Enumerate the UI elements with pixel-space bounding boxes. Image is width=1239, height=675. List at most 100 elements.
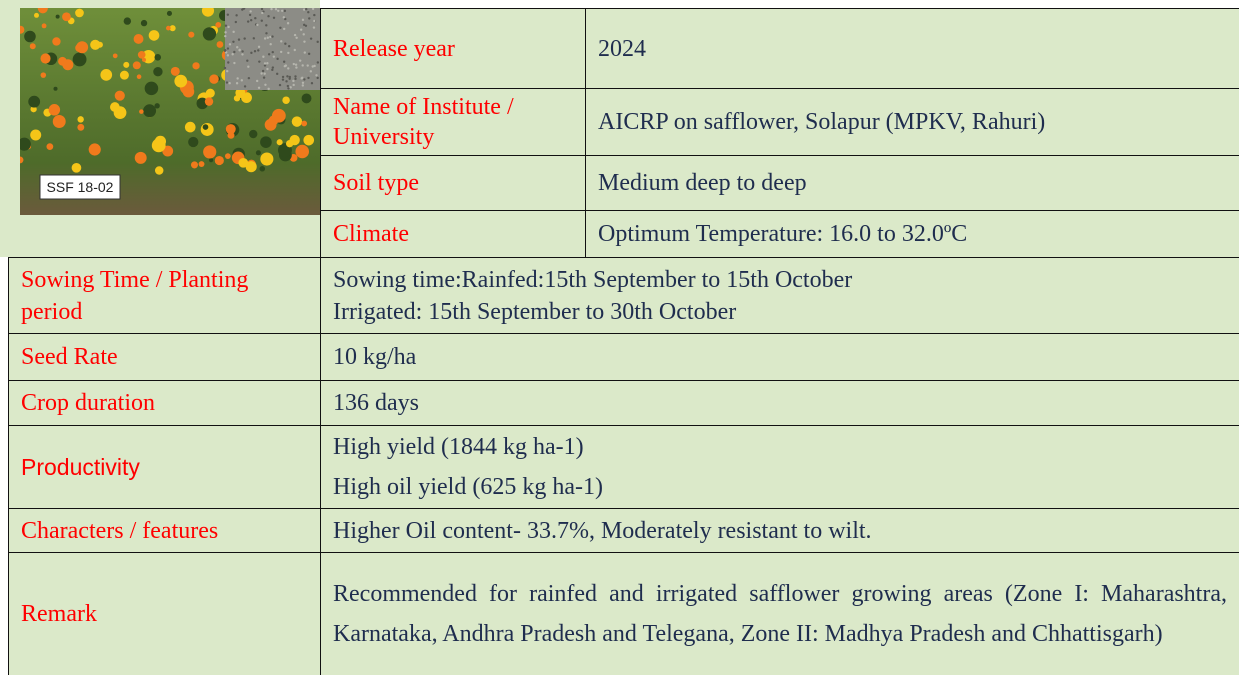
- seed: [292, 83, 295, 87]
- flower: [48, 104, 61, 116]
- seed: [252, 37, 256, 40]
- seed: [282, 16, 286, 19]
- seed: [231, 53, 234, 56]
- bottom-table: Sowing Time / Planting period Sowing time…: [8, 257, 1239, 675]
- seed: [261, 69, 265, 73]
- seed: [246, 59, 249, 62]
- seed: [257, 45, 261, 49]
- row: Sowing Time / Planting period Sowing time…: [8, 257, 1239, 334]
- seed: [313, 64, 316, 68]
- label: Sowing Time / Planting period: [8, 257, 321, 334]
- seed: [292, 79, 295, 83]
- row: Release year 2024: [320, 8, 1239, 89]
- flower: [174, 74, 188, 88]
- flower: [52, 37, 61, 46]
- flower: [113, 106, 127, 119]
- seed: [237, 38, 241, 41]
- seed-inset: [225, 8, 320, 90]
- seed: [262, 55, 265, 58]
- flower: [134, 151, 147, 164]
- seed: [249, 10, 252, 13]
- flower: [216, 41, 224, 48]
- flower: [291, 116, 303, 127]
- seed: [260, 72, 263, 75]
- flower: [40, 72, 47, 78]
- seed: [265, 24, 268, 27]
- seed: [224, 31, 227, 34]
- seed: [232, 30, 235, 34]
- seed: [260, 19, 263, 22]
- seed: [263, 62, 267, 65]
- seed: [287, 87, 290, 90]
- seed: [281, 9, 284, 12]
- seed: [248, 13, 252, 17]
- flower: [225, 124, 236, 135]
- seed: [307, 76, 310, 80]
- seed: [275, 72, 279, 76]
- seed: [266, 62, 269, 65]
- flower: [188, 136, 199, 148]
- seed: [247, 76, 251, 80]
- seed: [253, 49, 257, 53]
- seed: [260, 8, 264, 11]
- flower: [123, 17, 132, 25]
- row: Crop duration 136 days: [8, 380, 1239, 426]
- seed: [307, 52, 311, 56]
- label: Name of Institute / University: [320, 88, 586, 156]
- flower: [260, 152, 274, 166]
- value: Optimum Temperature: 16.0 to 32.0ºC: [585, 210, 1239, 258]
- seed: [315, 74, 318, 77]
- seed: [233, 50, 236, 54]
- flower: [215, 21, 222, 28]
- seed: [294, 63, 298, 66]
- flower: [282, 96, 290, 104]
- seed: [234, 20, 238, 24]
- flower: [132, 61, 141, 70]
- flower: [34, 12, 39, 18]
- seed: [272, 55, 276, 58]
- flower: [238, 157, 249, 168]
- seed: [313, 19, 316, 23]
- seed: [266, 36, 269, 39]
- flower: [295, 144, 310, 159]
- seed: [283, 9, 287, 13]
- seed: [304, 24, 308, 27]
- seed: [312, 26, 316, 29]
- seed: [276, 57, 279, 61]
- value: 2024: [585, 8, 1239, 89]
- flower: [71, 163, 82, 173]
- seed: [286, 22, 290, 25]
- row: Characters / features Higher Oil content-…: [8, 508, 1239, 553]
- seed: [228, 82, 231, 85]
- seed: [302, 23, 306, 27]
- flower: [41, 23, 47, 29]
- seed: [287, 45, 291, 48]
- top-table: Release year 2024 Name of Institute / Uni…: [320, 8, 1239, 258]
- seed: [300, 77, 303, 80]
- label: Remark: [8, 552, 321, 675]
- seed: [288, 75, 291, 79]
- seed: [249, 19, 253, 22]
- seed: [240, 79, 244, 82]
- seed: [284, 17, 287, 21]
- seed: [309, 70, 313, 73]
- photo-label: SSF 18-02: [47, 179, 114, 195]
- seed: [308, 17, 311, 20]
- seed: [238, 49, 241, 52]
- seed: [293, 33, 297, 37]
- seed: [224, 34, 227, 38]
- flower: [208, 158, 214, 163]
- flower: [143, 104, 157, 118]
- flower: [20, 25, 25, 34]
- seed: [316, 76, 319, 80]
- seed: [285, 80, 288, 83]
- seed: [247, 65, 250, 68]
- seed: [223, 49, 227, 52]
- flower: [151, 138, 166, 153]
- value: High yield (1844 kg ha-1) High oil yield …: [320, 425, 1239, 509]
- seed: [295, 36, 298, 39]
- seed: [242, 8, 246, 10]
- flower: [144, 81, 159, 96]
- flower: [123, 61, 130, 68]
- seed: [302, 33, 305, 36]
